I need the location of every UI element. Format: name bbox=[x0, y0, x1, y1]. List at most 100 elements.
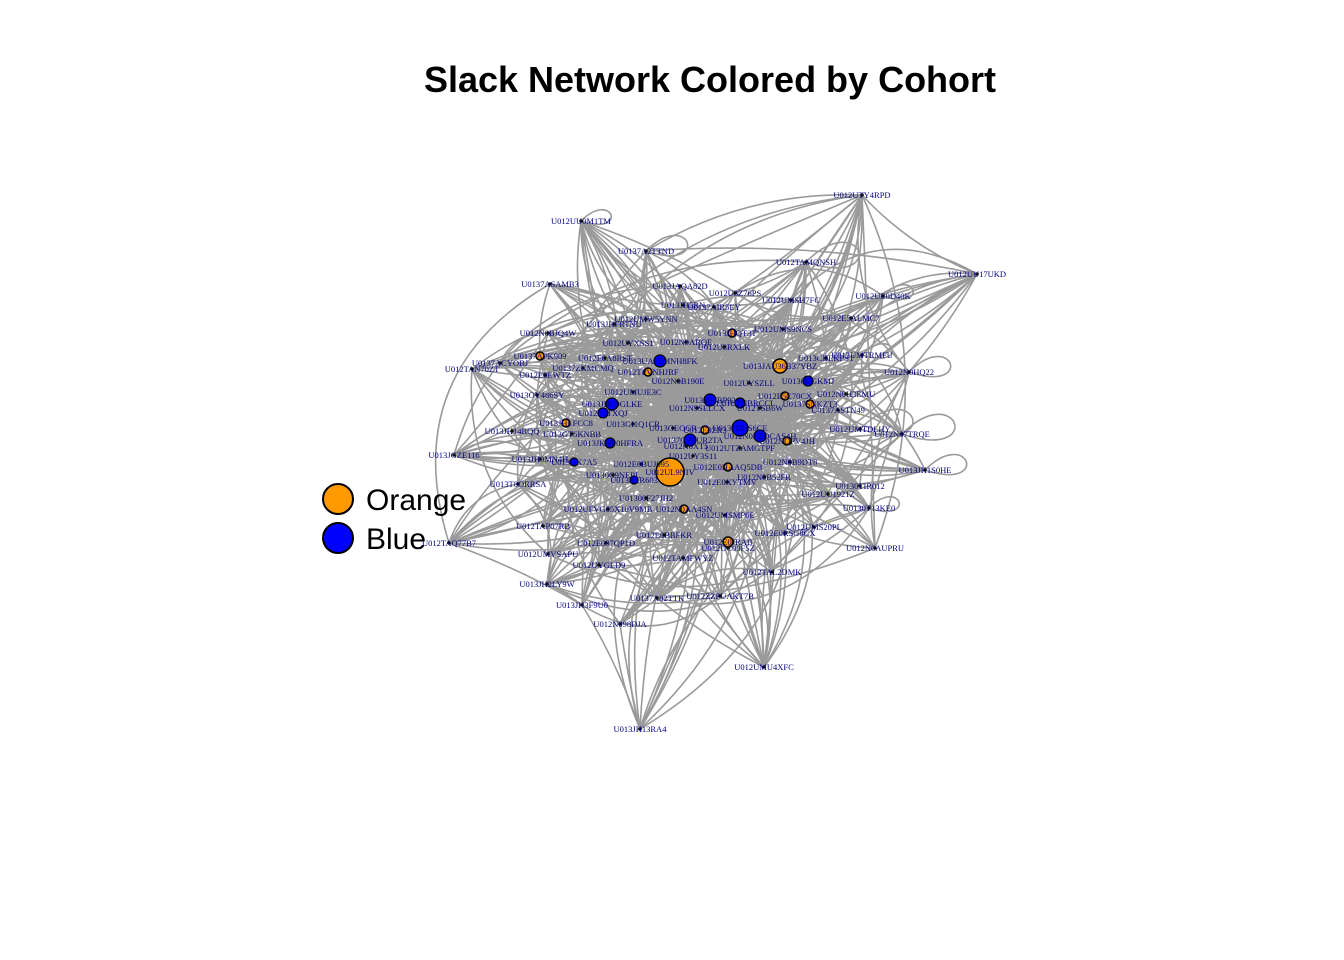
edge bbox=[861, 194, 907, 549]
node bbox=[498, 361, 502, 365]
edge bbox=[639, 439, 699, 730]
edge bbox=[870, 371, 910, 549]
node bbox=[612, 322, 616, 326]
node-label: U012UMTDLHY bbox=[829, 424, 890, 434]
node bbox=[804, 260, 808, 264]
node-orange bbox=[679, 504, 689, 514]
node-label: U013JHC9GLKE bbox=[582, 399, 643, 409]
node-label: U012N0B190E bbox=[652, 376, 705, 386]
edge bbox=[619, 360, 664, 625]
node bbox=[789, 298, 793, 302]
legend-swatch-orange bbox=[322, 483, 354, 515]
node bbox=[452, 453, 456, 457]
node-label: U0137ACYOBJ bbox=[472, 358, 529, 368]
node-label: U012UMW5YNN bbox=[614, 314, 677, 324]
node bbox=[541, 524, 545, 528]
edge bbox=[861, 194, 978, 275]
node-label: U012E0ZR3 bbox=[683, 425, 726, 435]
node-label: U012UU1921Z bbox=[801, 489, 854, 499]
edge bbox=[453, 332, 549, 456]
edge bbox=[613, 323, 765, 668]
node bbox=[644, 317, 648, 321]
node-label: U012TSB6W bbox=[737, 403, 784, 413]
node-orange bbox=[782, 436, 792, 446]
edge bbox=[536, 332, 658, 599]
edge bbox=[619, 380, 809, 625]
node-label: U012UMSMP6E bbox=[695, 510, 754, 520]
edge bbox=[448, 431, 761, 544]
legend-label-orange: Orange bbox=[366, 484, 466, 517]
edge bbox=[547, 380, 809, 555]
self-loop-edge bbox=[882, 284, 915, 301]
node bbox=[447, 541, 451, 545]
node-label: U013JH3F9U0 bbox=[556, 600, 608, 610]
self-loop-edge bbox=[924, 453, 968, 476]
node bbox=[516, 482, 520, 486]
node-label: U013JH14RQQ bbox=[485, 426, 540, 436]
node-label: U012UYSZLL bbox=[723, 378, 774, 388]
node bbox=[681, 556, 685, 560]
edge bbox=[546, 427, 741, 585]
node-blue bbox=[597, 407, 609, 419]
node-label: U012N9ARQE bbox=[660, 337, 712, 347]
node-label: U012E0BBFKR bbox=[636, 530, 693, 540]
node bbox=[723, 513, 727, 517]
edge bbox=[547, 331, 661, 362]
edge bbox=[448, 360, 661, 544]
self-loop-edge bbox=[868, 496, 901, 513]
node-label: U0137G9BUR2TA bbox=[657, 435, 724, 445]
node-label: U012UMS20PL bbox=[786, 522, 842, 532]
edge bbox=[546, 508, 609, 585]
node-label: U012NQPV4JH bbox=[759, 436, 815, 446]
edge bbox=[546, 365, 781, 585]
edge bbox=[453, 285, 681, 456]
edge bbox=[581, 595, 721, 627]
node-label: U012ZZPUAKT7B bbox=[686, 591, 754, 601]
node bbox=[770, 570, 774, 574]
node-label: U012N0XT5 bbox=[664, 441, 709, 451]
edge bbox=[609, 442, 721, 597]
node bbox=[849, 316, 853, 320]
edge bbox=[517, 483, 658, 599]
node-label: U012E097QP1D bbox=[577, 538, 635, 548]
node bbox=[684, 340, 688, 344]
edge bbox=[861, 194, 876, 549]
node bbox=[510, 429, 514, 433]
node-label: U012UY3S11 bbox=[669, 451, 717, 461]
node-label: U0137ZKMCMQ bbox=[552, 363, 613, 373]
node-label: U013JHJPNBRCCL bbox=[705, 398, 775, 408]
node-label: U0137A2TTND bbox=[618, 246, 674, 256]
node-label: U012E0HAAQ5DB bbox=[694, 462, 763, 472]
node bbox=[644, 249, 648, 253]
node-label: U012UE0D40K bbox=[855, 291, 911, 301]
edge bbox=[547, 194, 863, 334]
node-label: U013JH4BP92 bbox=[684, 395, 735, 405]
edge bbox=[448, 427, 741, 544]
edge bbox=[709, 399, 786, 534]
node-label: U0137SNKZT3 bbox=[783, 399, 838, 409]
node-orange bbox=[535, 351, 545, 361]
node-label: U0133AR603 bbox=[610, 475, 658, 485]
node bbox=[611, 473, 615, 477]
edge bbox=[539, 458, 594, 606]
node bbox=[671, 426, 675, 430]
edge bbox=[453, 367, 809, 456]
node-label: U012UU17UKD bbox=[948, 269, 1006, 279]
node-label: U012N0HQ22 bbox=[884, 367, 934, 377]
node-label: U0137ASAMB3 bbox=[521, 279, 579, 289]
node-label: U012E0BUJ095 bbox=[613, 459, 669, 469]
node bbox=[618, 622, 622, 626]
node bbox=[726, 546, 730, 550]
self-loop-edge bbox=[861, 343, 894, 360]
edge bbox=[599, 442, 611, 510]
node bbox=[626, 341, 630, 345]
node-label: U013JKHP0HFRA bbox=[577, 438, 644, 448]
edge bbox=[546, 435, 761, 585]
node bbox=[722, 345, 726, 349]
node bbox=[691, 454, 695, 458]
edge bbox=[581, 323, 615, 606]
node-label: U013JH2LY9W bbox=[519, 579, 574, 589]
node-label: U013UAF2MNH8FK bbox=[622, 356, 698, 366]
node bbox=[836, 408, 840, 412]
edge bbox=[685, 445, 772, 668]
